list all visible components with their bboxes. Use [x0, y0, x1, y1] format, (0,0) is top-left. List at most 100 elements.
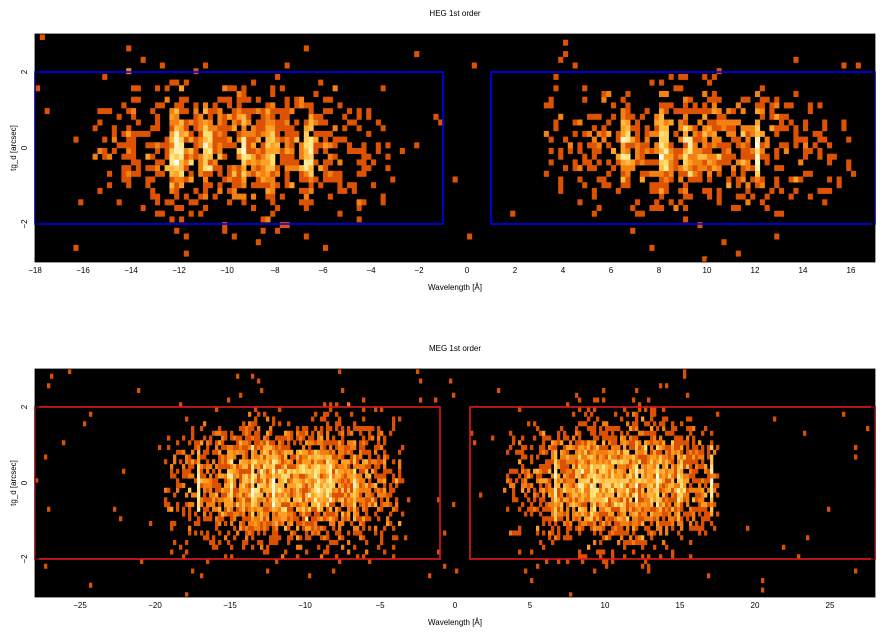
event-bin	[641, 478, 645, 484]
event-bin	[686, 516, 690, 522]
event-bin	[362, 397, 366, 403]
event-bin	[359, 430, 363, 436]
event-bin	[653, 411, 657, 417]
event-bin	[401, 445, 405, 451]
event-bin	[601, 125, 607, 132]
event-bin	[374, 449, 378, 455]
event-bin	[185, 592, 189, 598]
event-bin	[659, 421, 663, 427]
event-bin	[135, 96, 141, 103]
event-bin	[314, 492, 318, 498]
event-bin	[260, 449, 264, 455]
event-bin	[817, 130, 823, 137]
event-bin	[353, 506, 357, 512]
event-bin	[293, 530, 297, 536]
event-bin	[702, 165, 708, 172]
event-bin	[602, 397, 606, 403]
event-bin	[239, 506, 243, 512]
event-bin	[644, 516, 648, 522]
event-bin	[287, 497, 291, 503]
event-bin	[674, 473, 678, 479]
event-bin	[279, 222, 285, 229]
event-bin	[272, 473, 276, 479]
event-bin	[308, 125, 314, 132]
event-bin	[265, 165, 271, 172]
event-bin	[246, 119, 252, 126]
event-bin	[842, 411, 846, 417]
heg-y-axis-label: tg_d [arcsec]	[9, 125, 18, 171]
event-bin	[683, 182, 689, 189]
event-bin	[303, 142, 309, 149]
event-bin	[335, 478, 339, 484]
event-bin	[707, 445, 711, 451]
event-bin	[251, 170, 257, 177]
event-bin	[689, 454, 693, 460]
event-bin	[650, 426, 654, 432]
event-bin	[239, 426, 243, 432]
event-bin	[647, 525, 651, 531]
event-bin	[266, 416, 270, 422]
event-bin	[263, 449, 267, 455]
event-bin	[793, 136, 799, 143]
event-bin	[198, 125, 204, 132]
event-bin	[287, 435, 291, 441]
event-bin	[605, 435, 609, 441]
event-bin	[203, 487, 207, 493]
event-bin	[305, 464, 309, 470]
event-bin	[683, 96, 689, 103]
event-bin	[620, 119, 626, 126]
event-bin	[170, 464, 174, 470]
event-bin	[611, 426, 615, 432]
event-bin	[218, 426, 222, 432]
event-bin	[236, 130, 242, 137]
event-bin	[668, 165, 674, 172]
event-bin	[702, 153, 708, 160]
event-bin	[659, 554, 663, 560]
event-bin	[665, 468, 669, 474]
x-tick-label: −15	[223, 601, 237, 610]
event-bin	[305, 497, 309, 503]
event-bin	[260, 130, 266, 137]
event-bin	[590, 487, 594, 493]
event-bin	[362, 535, 366, 541]
event-bin	[759, 148, 765, 154]
event-bin	[566, 559, 570, 565]
event-bin	[605, 421, 609, 427]
event-bin	[335, 445, 339, 451]
event-bin	[239, 468, 243, 474]
event-bin	[206, 516, 210, 522]
event-bin	[222, 142, 228, 149]
event-bin	[131, 85, 137, 92]
event-bin	[566, 468, 570, 474]
event-bin	[593, 445, 597, 451]
event-bin	[323, 159, 329, 166]
event-bin	[654, 130, 660, 137]
event-bin	[164, 85, 170, 92]
event-bin	[314, 449, 318, 455]
event-bin	[578, 430, 582, 436]
event-bin	[326, 449, 330, 455]
event-bin	[558, 148, 564, 154]
event-bin	[263, 530, 267, 536]
event-bin	[721, 119, 727, 126]
event-bin	[521, 435, 525, 441]
event-bin	[611, 530, 615, 536]
event-bin	[308, 487, 312, 493]
event-bin	[207, 182, 213, 189]
event-bin	[689, 426, 693, 432]
event-bin	[246, 130, 252, 137]
event-bin	[548, 445, 552, 451]
event-bin	[713, 473, 717, 479]
event-bin	[380, 497, 384, 503]
event-bin	[702, 91, 708, 97]
event-bin	[164, 502, 168, 508]
event-bin	[572, 119, 578, 126]
event-bin	[239, 487, 243, 493]
x-tick-label: −10	[220, 266, 234, 275]
event-bin	[224, 445, 228, 451]
event-bin	[323, 176, 329, 183]
event-bin	[263, 468, 267, 474]
event-bin	[183, 119, 189, 126]
event-bin	[793, 142, 799, 149]
event-bin	[755, 130, 761, 137]
